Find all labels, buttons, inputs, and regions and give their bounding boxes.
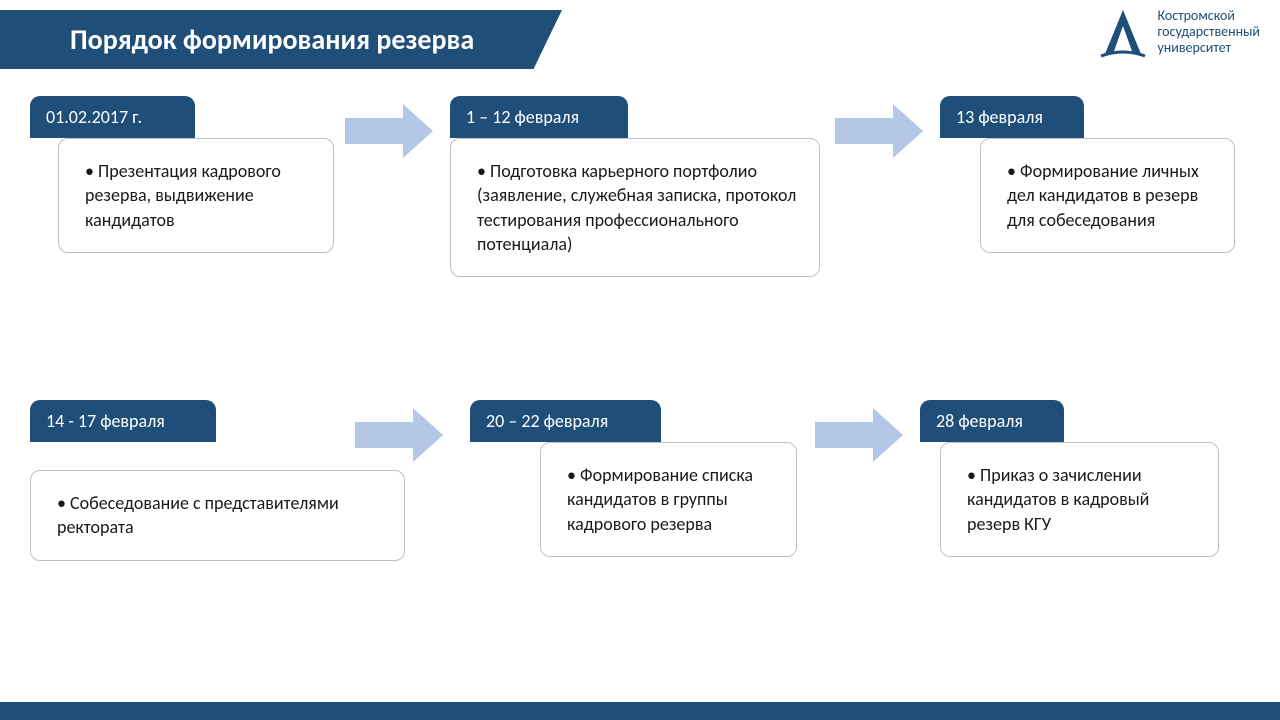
logo-line-3: университет [1157, 40, 1260, 56]
flow-row-1: 01.02.2017 г. Презентация кадрового резе… [30, 96, 1250, 356]
arrow-icon [345, 104, 435, 158]
arrow-icon [835, 104, 925, 158]
step-2-date: 1 – 12 февраля [450, 96, 628, 138]
step-1-body: Презентация кадрового резерва, выдвижени… [58, 138, 334, 253]
step-2: 1 – 12 февраля Подготовка карьерного пор… [450, 96, 820, 277]
step-4-date: 14 - 17 февраля [30, 400, 216, 442]
slide: Порядок формирования резерва Костромской… [0, 0, 1280, 720]
step-1: 01.02.2017 г. Презентация кадрового резе… [30, 96, 330, 253]
arrow-1 [330, 96, 450, 158]
slide-title: Порядок формирования резерва [0, 10, 534, 69]
arrow-4 [800, 400, 920, 462]
step-3-date: 13 февраля [940, 96, 1084, 138]
arrow-icon [815, 408, 905, 462]
logo: Костромской государственный университет [1099, 6, 1260, 58]
logo-line-2: государственный [1157, 24, 1260, 40]
step-3: 13 февраля Формирование личных дел канди… [940, 96, 1240, 253]
step-5-date: 20 – 22 февраля [470, 400, 661, 442]
step-6: 28 февраля Приказ о зачислении кандидато… [920, 400, 1220, 557]
step-4-body: Собеседование с представителями ректорат… [30, 470, 405, 561]
step-4: 14 - 17 февраля Собеседование с представ… [30, 400, 330, 561]
title-bar: Порядок формирования резерва [0, 10, 534, 68]
arrow-icon [355, 408, 445, 462]
flow-row-2: 14 - 17 февраля Собеседование с представ… [30, 400, 1250, 660]
step-3-text: Формирование личных дел кандидатов в рез… [1007, 159, 1216, 232]
step-1-text: Презентация кадрового резерва, выдвижени… [85, 159, 315, 232]
step-5-text: Формирование списка кандидатов в группы … [567, 463, 778, 536]
step-3-body: Формирование личных дел кандидатов в рез… [980, 138, 1235, 253]
step-2-body: Подготовка карьерного портфолио (заявлен… [450, 138, 820, 277]
logo-icon [1099, 6, 1147, 58]
step-5: 20 – 22 февраля Формирование списка канд… [470, 400, 800, 557]
step-5-body: Формирование списка кандидатов в группы … [540, 442, 797, 557]
arrow-3 [330, 400, 470, 462]
arrow-2 [820, 96, 940, 158]
step-4-text: Собеседование с представителями ректорат… [57, 491, 386, 540]
step-6-date: 28 февраля [920, 400, 1064, 442]
bottom-bar [0, 702, 1280, 720]
logo-text: Костромской государственный университет [1157, 8, 1260, 56]
step-6-body: Приказ о зачислении кандидатов в кадровы… [940, 442, 1219, 557]
step-6-text: Приказ о зачислении кандидатов в кадровы… [967, 463, 1200, 536]
logo-line-1: Костромской [1157, 8, 1260, 24]
step-1-date: 01.02.2017 г. [30, 96, 195, 138]
step-2-text: Подготовка карьерного портфолио (заявлен… [477, 159, 801, 256]
